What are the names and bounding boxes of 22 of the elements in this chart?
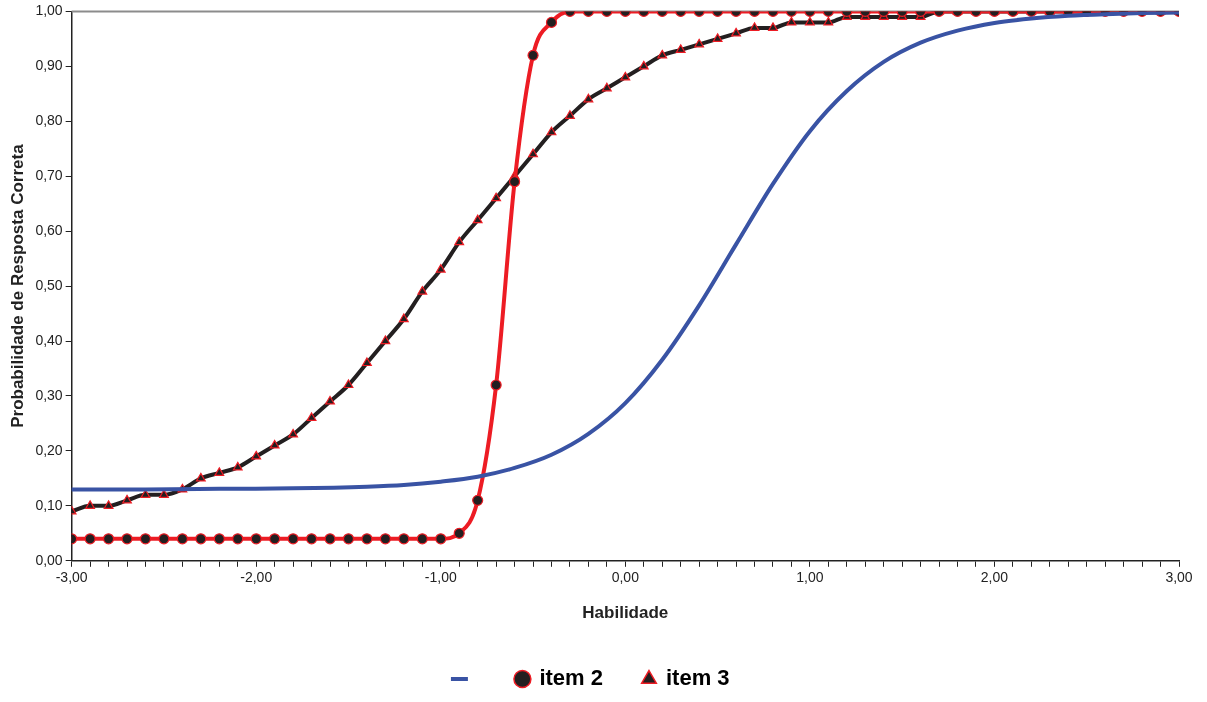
y-tick-label: 0,30 bbox=[35, 386, 63, 403]
y-tick-label: 0,20 bbox=[35, 441, 63, 458]
x-tick-label: 3,00 bbox=[1165, 569, 1193, 586]
y-tick-label: 0,40 bbox=[35, 331, 63, 348]
y-tick-label: 0,90 bbox=[35, 57, 63, 74]
y-tick-label: 0,60 bbox=[35, 222, 63, 239]
y-tick-label: 0,00 bbox=[35, 551, 63, 568]
y-tick-label: 0,70 bbox=[35, 167, 63, 184]
x-tick-label: 0,00 bbox=[611, 569, 640, 586]
y-tick-label: 0,10 bbox=[35, 496, 63, 513]
x-tick-label: -2,00 bbox=[240, 569, 273, 586]
x-tick-label: -3,00 bbox=[55, 569, 88, 586]
y-tick-label: 1,00 bbox=[35, 2, 63, 19]
y-axis-title: Probabilidade de Resposta Correta bbox=[7, 143, 27, 428]
x-axis-title: Habilidade bbox=[582, 603, 669, 623]
y-tick-label: 0,80 bbox=[35, 112, 63, 129]
x-tick-label: 2,00 bbox=[980, 569, 1009, 586]
legend-label: item 2 bbox=[539, 665, 604, 691]
x-tick-label: 1,00 bbox=[796, 569, 824, 586]
x-tick-label: -1,00 bbox=[424, 569, 457, 586]
y-tick-label: 0,50 bbox=[35, 276, 63, 293]
legend-label: item 3 bbox=[666, 665, 730, 691]
